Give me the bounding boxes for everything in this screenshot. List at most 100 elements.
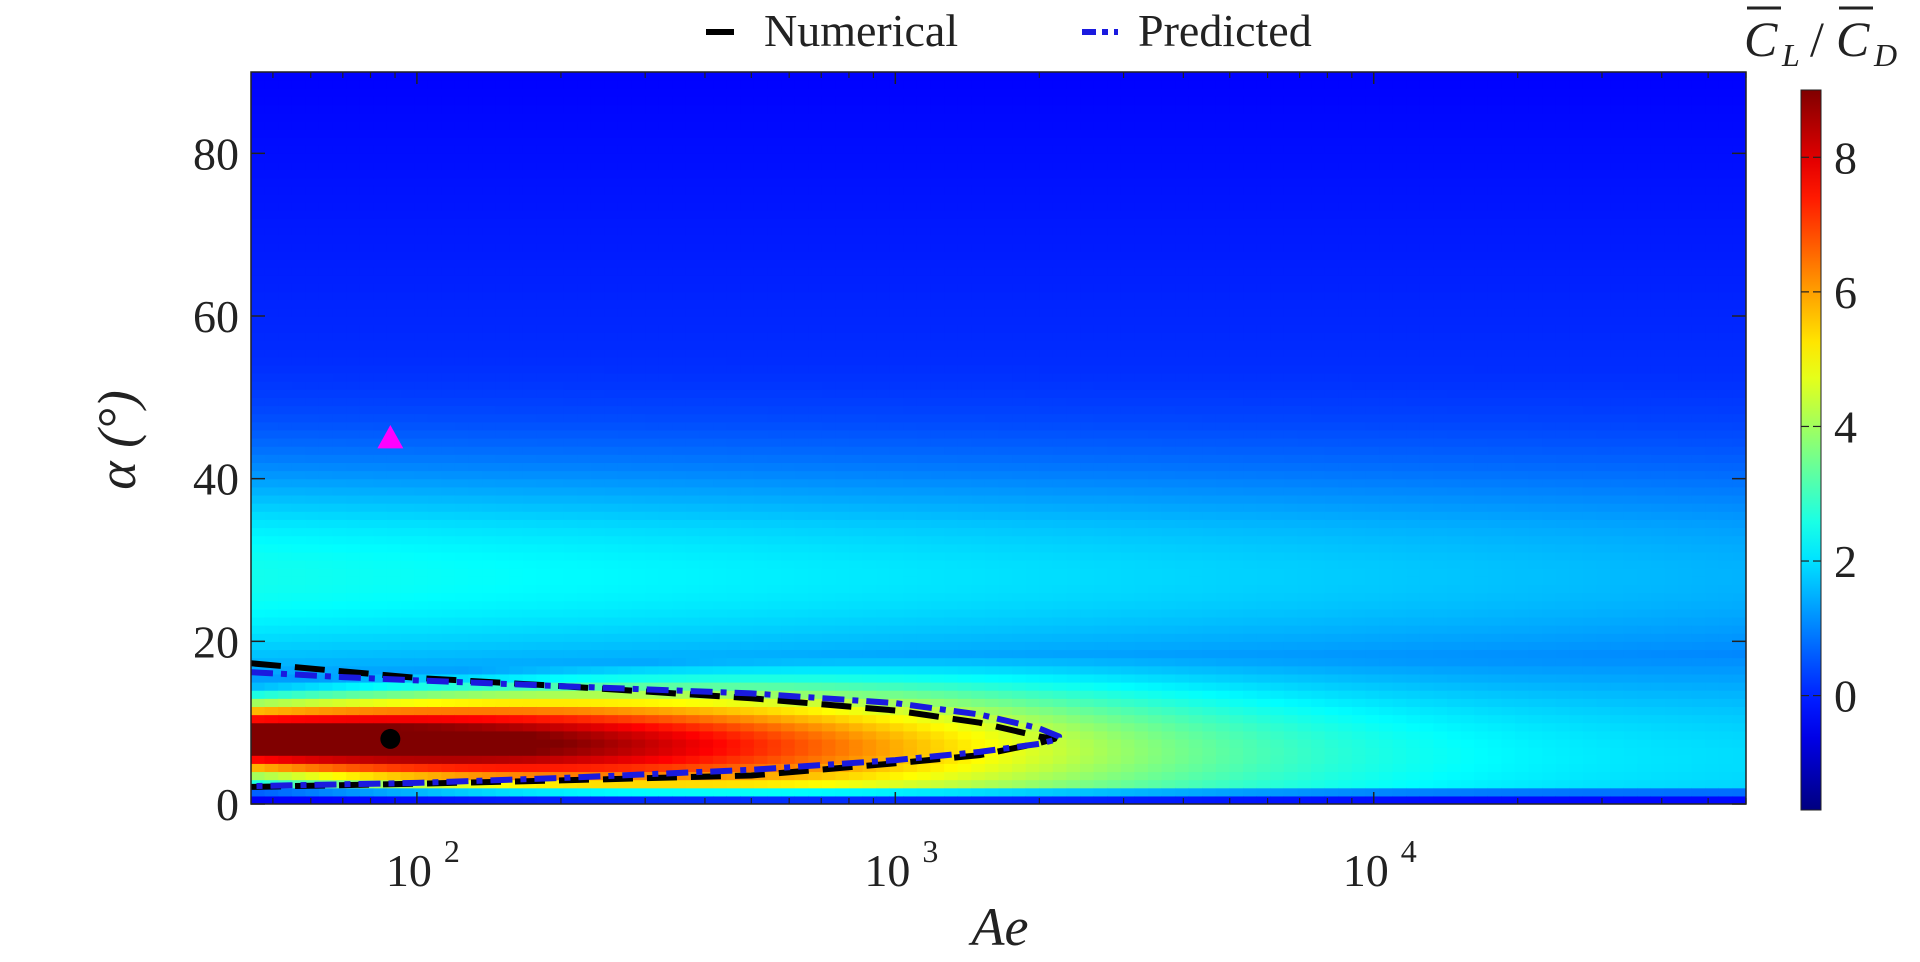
heatmap-cell <box>468 690 483 699</box>
heatmap-cell <box>346 413 361 423</box>
heatmap-cell <box>971 128 986 138</box>
heatmap-cell <box>291 177 306 187</box>
heatmap-cell <box>427 714 442 724</box>
heatmap-cell <box>590 324 605 333</box>
heatmap-cell <box>278 527 293 537</box>
heatmap-cell <box>590 608 605 618</box>
heatmap-cell <box>781 324 796 333</box>
heatmap-cell <box>767 169 782 179</box>
heatmap-cell <box>971 372 986 382</box>
heatmap-cell <box>305 234 320 244</box>
heatmap-cell <box>672 413 687 423</box>
heatmap-cell <box>794 755 809 764</box>
heatmap-cell <box>862 649 877 659</box>
heatmap-cell <box>862 478 877 488</box>
heatmap-cell <box>794 641 809 651</box>
heatmap-cell <box>862 641 877 651</box>
heatmap-cell <box>957 779 972 789</box>
heatmap-cell <box>753 340 769 350</box>
heatmap-cell <box>984 657 1000 667</box>
heatmap-cell <box>631 324 646 333</box>
heatmap-cell <box>685 470 701 480</box>
heatmap-cell <box>509 568 524 577</box>
heatmap-cell <box>278 348 293 358</box>
heatmap-cell <box>550 763 565 773</box>
heatmap-cell <box>522 307 538 317</box>
heatmap-cell <box>740 234 755 244</box>
heatmap-cell <box>305 706 320 716</box>
heatmap-cell <box>767 494 782 504</box>
heatmap-cell <box>495 519 510 529</box>
heatmap-cell <box>386 690 402 699</box>
heatmap-cell <box>617 592 633 602</box>
heatmap-cell <box>903 364 918 374</box>
heatmap-cell <box>930 234 945 244</box>
heatmap-cell <box>903 535 918 545</box>
heatmap-cell <box>386 72 402 81</box>
heatmap-cell <box>550 250 565 260</box>
heatmap-cell <box>468 616 483 626</box>
heatmap-cell <box>522 112 538 122</box>
heatmap-cell <box>550 747 565 756</box>
heatmap-cell <box>251 763 266 773</box>
heatmap-cell <box>278 682 293 691</box>
heatmap-cell <box>427 706 442 716</box>
heatmap-cell <box>536 543 551 553</box>
heatmap-cell <box>876 690 891 699</box>
heatmap-cell <box>916 665 932 675</box>
heatmap-cell <box>305 210 320 219</box>
heatmap-cell <box>971 120 986 130</box>
heatmap-cell <box>373 486 388 496</box>
heatmap-cell <box>346 486 361 496</box>
heatmap-cell <box>713 641 728 651</box>
heatmap-cell <box>332 454 347 463</box>
heatmap-cell <box>944 576 959 585</box>
heatmap-cell <box>386 592 402 602</box>
heatmap-cell <box>740 169 755 179</box>
heatmap-cell <box>359 633 374 642</box>
heatmap-cell <box>550 145 565 154</box>
heatmap-cell <box>482 568 497 577</box>
heatmap-cell <box>563 242 578 252</box>
heatmap-cell <box>590 519 605 529</box>
heatmap-cell <box>590 194 605 203</box>
heatmap-cell <box>468 511 483 520</box>
heatmap-cell <box>577 88 592 97</box>
heatmap-cell <box>794 625 809 634</box>
heatmap-cell <box>740 267 755 276</box>
heatmap-cell <box>427 641 442 651</box>
heatmap-cell <box>386 486 402 496</box>
heatmap-cell <box>373 438 388 447</box>
heatmap-cell <box>699 372 714 382</box>
heatmap-cell <box>468 356 483 366</box>
heatmap-cell <box>291 161 306 171</box>
heatmap-cell <box>468 600 483 610</box>
heatmap-cell <box>930 169 945 179</box>
heatmap-cell <box>781 372 796 382</box>
heatmap-cell <box>645 462 660 472</box>
heatmap-cell <box>998 519 1013 529</box>
heatmap-cell <box>658 446 673 455</box>
heatmap-cell <box>278 185 293 195</box>
heatmap-cell <box>332 486 347 496</box>
heatmap-cell <box>264 307 279 317</box>
heatmap-cell <box>699 128 714 138</box>
heatmap-cell <box>781 405 796 415</box>
heatmap-cell <box>903 641 918 651</box>
heatmap-cell <box>849 600 864 610</box>
heatmap-cell <box>563 128 578 138</box>
heatmap-cell <box>454 592 470 602</box>
heatmap-cell <box>862 218 877 228</box>
heatmap-cell <box>821 446 837 455</box>
heatmap-cell <box>849 795 864 804</box>
heatmap-cell <box>971 405 986 415</box>
heatmap-cell <box>713 787 728 797</box>
heatmap-cell <box>291 543 306 553</box>
heatmap-cell <box>441 649 456 659</box>
heatmap-cell <box>713 755 728 764</box>
heatmap-cell <box>767 137 782 146</box>
heatmap-cell <box>536 259 551 268</box>
heatmap-cell <box>821 543 837 553</box>
heatmap-cell <box>862 112 877 122</box>
heatmap-cell <box>753 543 769 553</box>
